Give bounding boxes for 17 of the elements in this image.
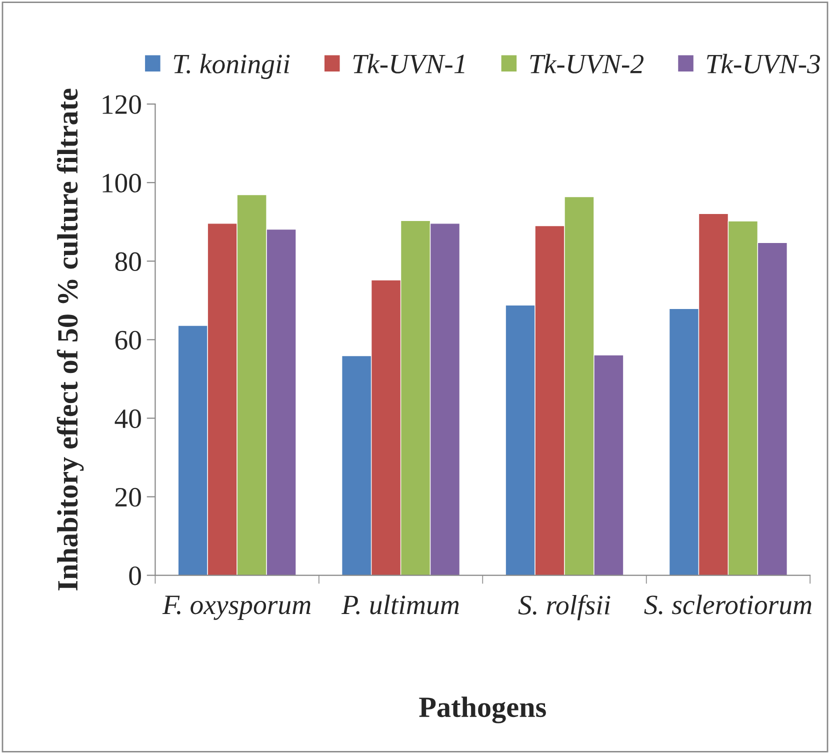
x-tick-label: S. rolfsii [518, 594, 610, 620]
y-tick-label: 80 [115, 252, 141, 272]
x-tick-label: S. sclerotiorum [644, 594, 812, 614]
x-tick-label: F. oxysporum [162, 596, 310, 620]
x-tick-label: P. ultimum [341, 594, 459, 614]
legend-label: Tk-UVN-3 [707, 54, 820, 74]
y-axis-title: Inhabitory effect of 50 % culture filtrate [56, 88, 84, 590]
y-tick-label: 100 [102, 174, 141, 193]
x-axis-title: Pathogens [419, 696, 546, 724]
y-tick-label: 60 [115, 330, 141, 350]
legend-label: Tk-UVN-2 [530, 54, 644, 74]
legend-label: T. koningii [174, 54, 290, 80]
y-tick-label: 120 [102, 95, 141, 114]
y-tick-label: 40 [114, 409, 141, 428]
y-tick-label: 20 [115, 488, 141, 507]
y-tick-label: 0 [129, 566, 141, 586]
legend-label: Tk-UVN-1 [353, 54, 464, 74]
